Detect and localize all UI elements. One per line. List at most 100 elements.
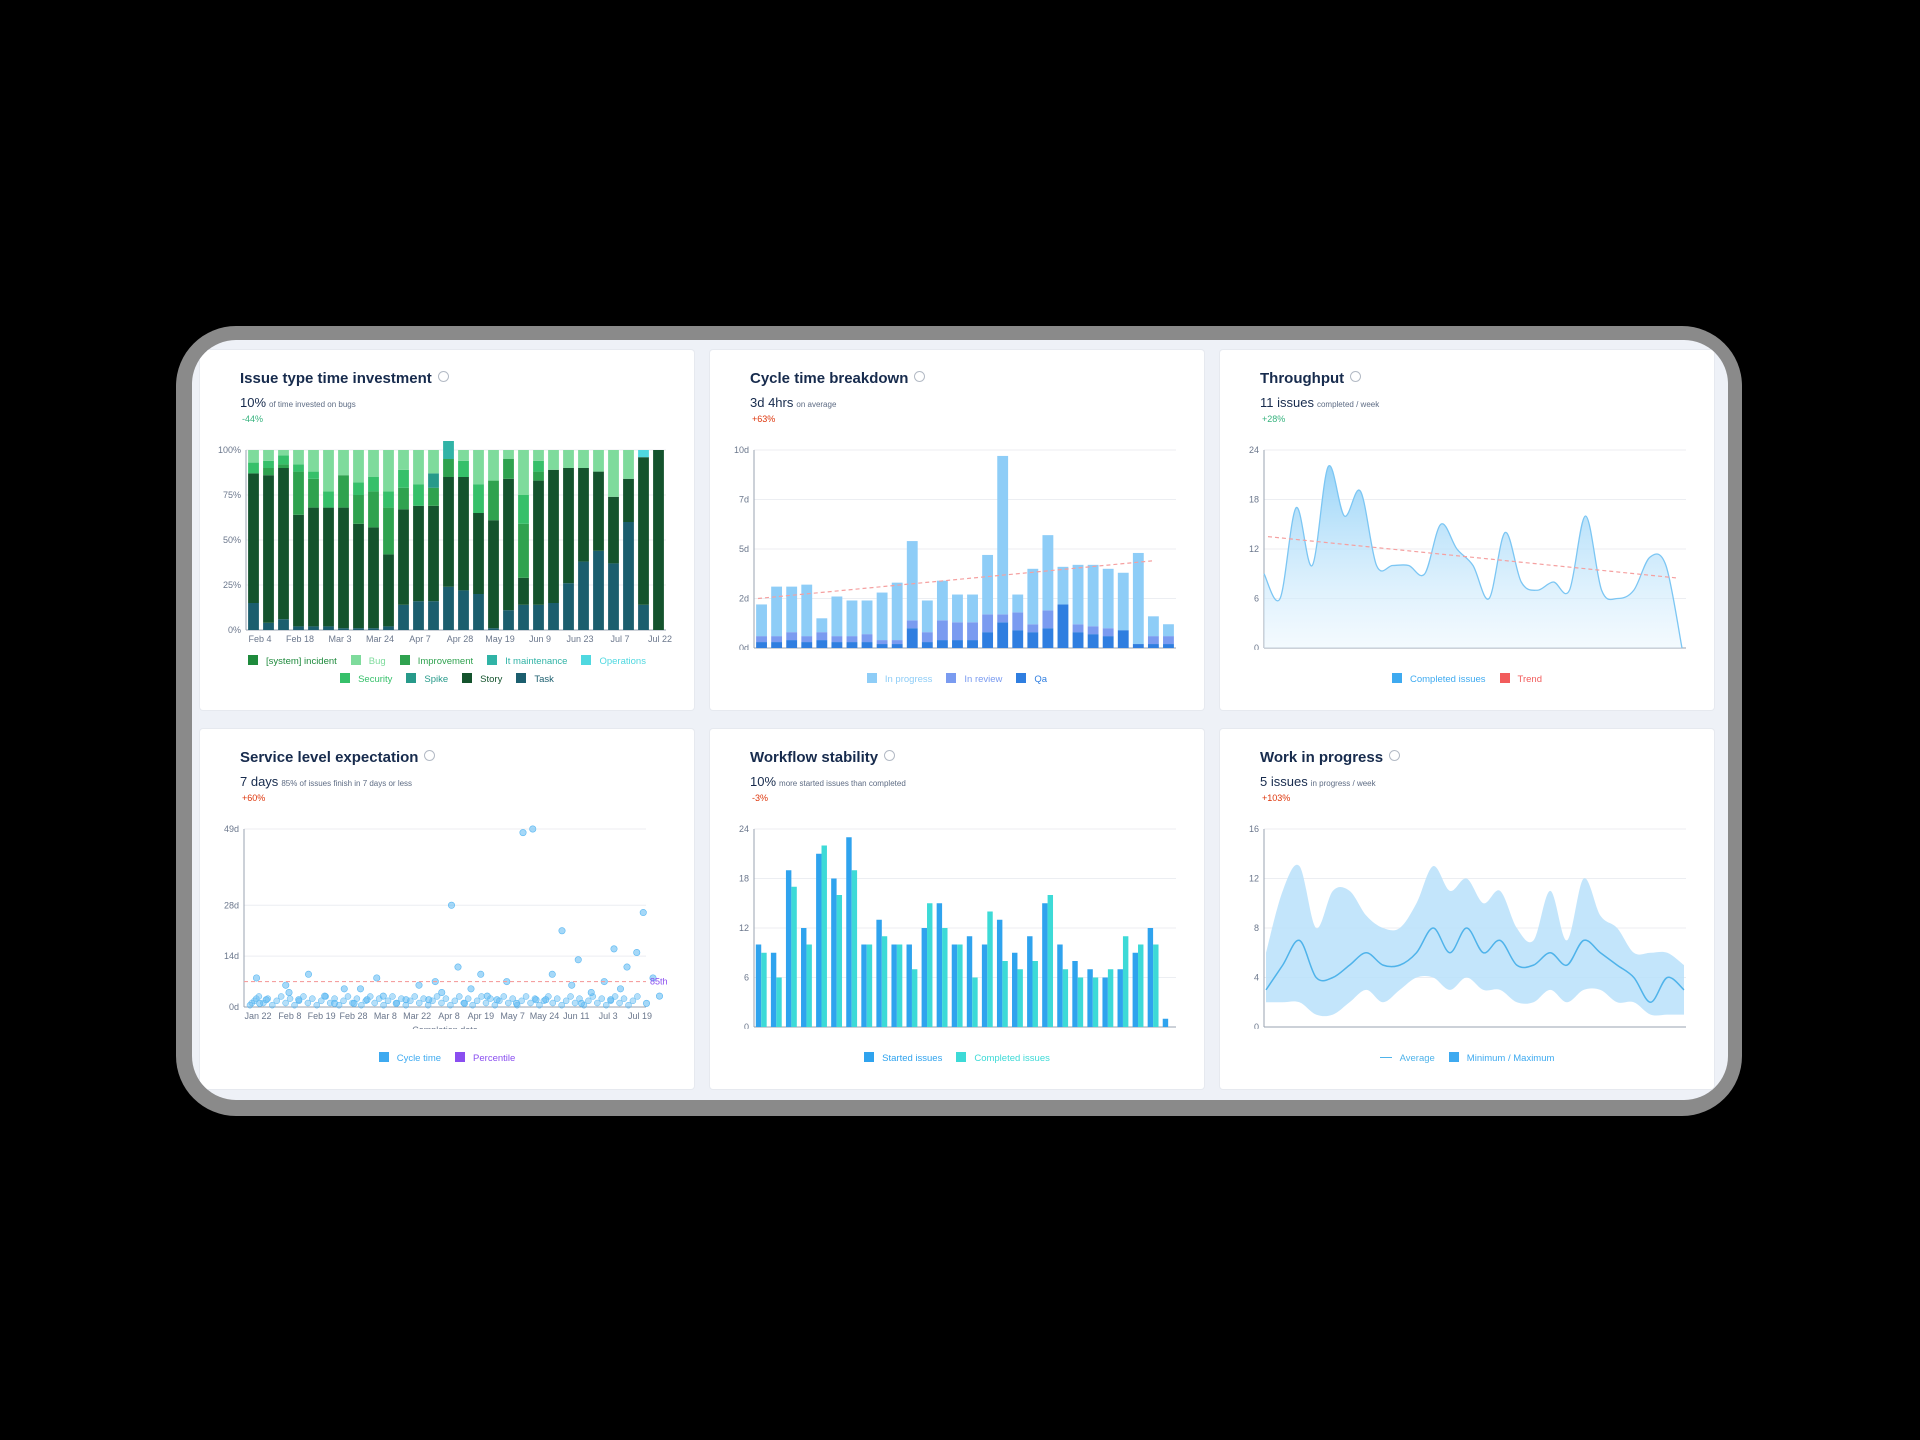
bar bbox=[921, 928, 928, 1027]
x-tick-label: Feb 28 bbox=[339, 1011, 367, 1021]
legend-item[interactable]: [system] incident bbox=[248, 653, 337, 671]
bar-segment bbox=[518, 577, 529, 605]
scatter-point bbox=[448, 901, 456, 909]
y-tick-label: 14d bbox=[224, 951, 239, 961]
scatter-point bbox=[522, 993, 530, 1000]
info-icon[interactable] bbox=[1389, 750, 1401, 761]
legend-item[interactable]: Minimum / Maximum bbox=[1448, 1050, 1555, 1068]
bar-segment bbox=[443, 586, 454, 630]
legend-label: Cycle time bbox=[396, 1053, 442, 1064]
legend-item[interactable]: Security bbox=[340, 671, 392, 689]
legend-label: Minimum / Maximum bbox=[1466, 1053, 1555, 1064]
bar bbox=[785, 870, 792, 1027]
bar-segment bbox=[1147, 616, 1159, 637]
bar-segment bbox=[353, 450, 364, 483]
y-tick-label: 24 bbox=[739, 824, 749, 834]
metric: 3d 4hrs on average bbox=[750, 394, 836, 412]
legend-item[interactable]: Completed issues bbox=[956, 1050, 1050, 1068]
bar-segment bbox=[1102, 568, 1114, 629]
legend-item[interactable]: Spike bbox=[406, 671, 448, 689]
info-icon[interactable] bbox=[424, 750, 436, 761]
bar-segment bbox=[443, 477, 454, 587]
bar bbox=[1027, 936, 1033, 1027]
info-icon[interactable] bbox=[437, 371, 449, 382]
bar-segment bbox=[801, 642, 813, 648]
legend-item[interactable]: Percentile bbox=[455, 1050, 515, 1068]
bar-segment bbox=[533, 471, 544, 481]
bar-segment bbox=[308, 471, 319, 479]
scatter-point bbox=[625, 1001, 632, 1009]
bar-segment bbox=[473, 594, 484, 630]
legend-swatch bbox=[956, 1052, 967, 1062]
legend-item[interactable]: Improvement bbox=[399, 653, 473, 671]
x-tick-label: Feb 4 bbox=[248, 634, 271, 644]
legend-item[interactable]: Average bbox=[1379, 1050, 1435, 1068]
bar bbox=[1047, 895, 1054, 1027]
bar-segment bbox=[967, 640, 978, 648]
bar-segment bbox=[248, 450, 259, 463]
info-icon[interactable] bbox=[914, 371, 926, 382]
bar-segment bbox=[518, 604, 529, 630]
bar-segment bbox=[488, 520, 499, 629]
y-tick-label: 100% bbox=[218, 445, 241, 455]
bar-segment bbox=[278, 619, 289, 630]
scatter-point bbox=[429, 997, 436, 1005]
bar bbox=[831, 878, 837, 1027]
bar bbox=[896, 944, 903, 1027]
bar-segment bbox=[293, 450, 304, 465]
scatter-point bbox=[585, 997, 592, 1005]
legend-label: Trend bbox=[1517, 674, 1542, 685]
bar-segment bbox=[952, 622, 963, 641]
legend-item[interactable]: Operations bbox=[581, 653, 646, 671]
legend-item[interactable]: Story bbox=[462, 671, 502, 689]
bar-segment bbox=[936, 620, 948, 641]
bar-segment bbox=[967, 622, 978, 641]
scatter-point bbox=[300, 993, 307, 1000]
bar bbox=[801, 928, 807, 1027]
legend-item[interactable]: Qa bbox=[1016, 671, 1047, 689]
metric-value: 10% bbox=[240, 395, 267, 410]
info-icon[interactable] bbox=[1350, 371, 1362, 382]
scatter-point bbox=[610, 945, 618, 953]
bar-segment bbox=[608, 450, 619, 497]
y-tick-label: 6 bbox=[1254, 594, 1259, 604]
legend-item[interactable]: Started issues bbox=[864, 1050, 942, 1068]
x-tick-label: May 24 bbox=[530, 1011, 560, 1021]
scatter-point bbox=[375, 995, 383, 1002]
bar bbox=[806, 944, 812, 1027]
bar-segment bbox=[473, 513, 484, 594]
legend-item[interactable]: In review bbox=[946, 671, 1002, 689]
scatter-point bbox=[331, 995, 338, 1002]
bar bbox=[1092, 977, 1099, 1027]
bar-segment bbox=[323, 491, 334, 508]
bar-segment bbox=[323, 507, 334, 627]
legend-item[interactable]: It maintenance bbox=[487, 653, 567, 671]
bar-segment bbox=[263, 468, 274, 476]
scatter-point bbox=[571, 999, 579, 1007]
info-icon[interactable] bbox=[884, 750, 896, 761]
bar-segment bbox=[458, 477, 469, 591]
bar bbox=[911, 969, 918, 1027]
metric-value: 10% bbox=[750, 774, 777, 789]
card-title: Workflow stability bbox=[750, 749, 896, 766]
y-tick-label: 5d bbox=[739, 544, 749, 554]
bar-segment bbox=[428, 601, 439, 630]
scatter-point bbox=[518, 997, 525, 1005]
legend-item[interactable]: Cycle time bbox=[378, 1050, 442, 1068]
legend-item[interactable]: Completed issues bbox=[1392, 671, 1486, 689]
legend-item[interactable]: Bug bbox=[350, 653, 386, 671]
scatter-point bbox=[411, 993, 418, 1000]
bar bbox=[1012, 952, 1018, 1027]
bar-segment bbox=[518, 450, 529, 495]
legend-row: In progress In review Qa bbox=[710, 671, 1204, 689]
scatter-point bbox=[529, 825, 537, 833]
bar-segment bbox=[997, 455, 1009, 615]
legend-item[interactable]: In progress bbox=[866, 671, 932, 689]
bar-segment bbox=[1102, 628, 1114, 637]
bar-segment bbox=[353, 523, 364, 629]
trend-line bbox=[1267, 536, 1677, 579]
legend-item[interactable]: Task bbox=[516, 671, 554, 689]
legend-item[interactable]: Trend bbox=[1499, 671, 1542, 689]
y-tick-label: 12 bbox=[1249, 544, 1259, 554]
scatter-point bbox=[467, 985, 475, 993]
